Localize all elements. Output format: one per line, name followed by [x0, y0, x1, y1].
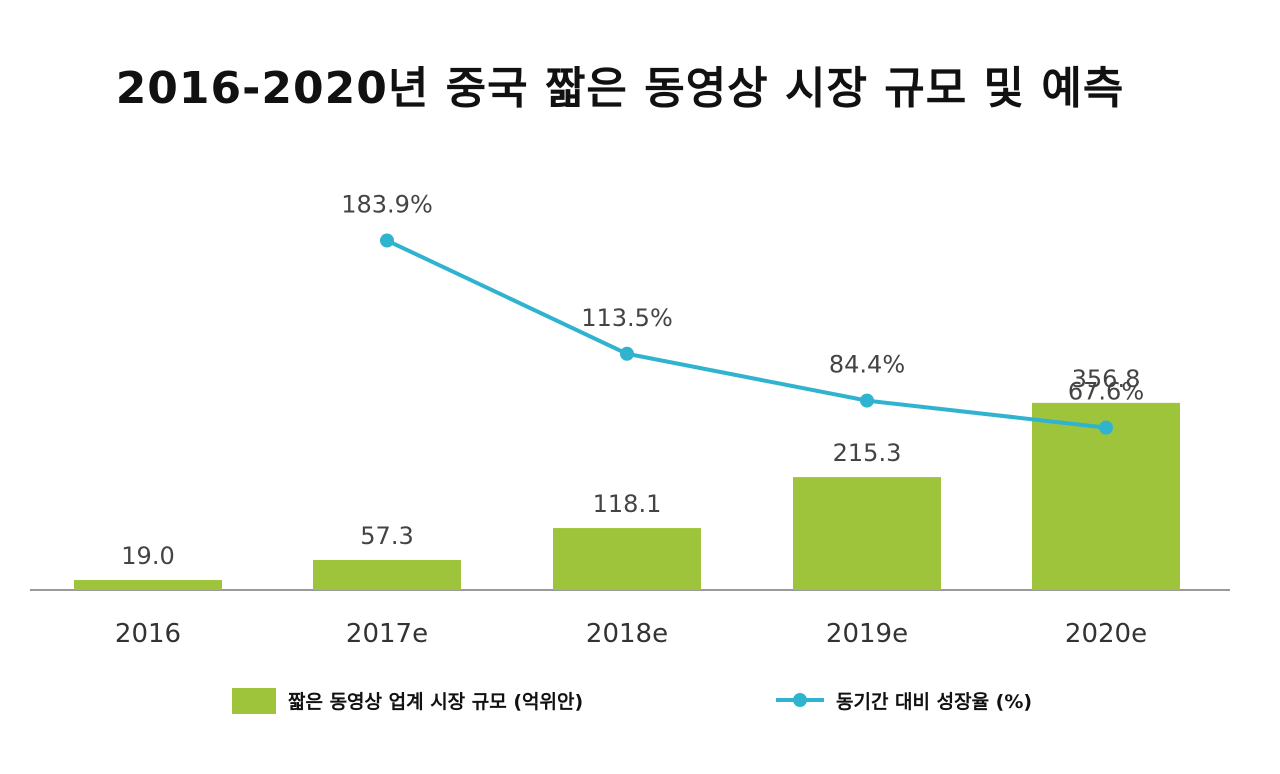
growth-value-label: 84.4%	[829, 351, 905, 379]
bar-2016	[74, 580, 222, 590]
bar-2018e	[553, 528, 701, 590]
bar-value-label: 57.3	[360, 522, 413, 550]
x-tick-label: 2019e	[826, 619, 908, 649]
bar-2017e	[313, 559, 461, 590]
legend-line-marker	[793, 693, 807, 707]
legend-bar-label: 짧은 동영상 업계 시장 규모 (억위안)	[288, 691, 583, 713]
bar-2019e	[793, 477, 941, 590]
growth-line	[386, 238, 1107, 430]
x-tick-label: 2016	[115, 619, 181, 649]
bar-value-label: 19.0	[121, 542, 174, 570]
bar-value-label: 215.3	[833, 439, 902, 467]
growth-value-label: 67.6%	[1068, 378, 1144, 406]
growth-point	[380, 233, 394, 248]
x-tick-label: 2018e	[586, 619, 668, 649]
growth-point	[860, 393, 874, 408]
legend-line-label: 동기간 대비 성장율 (%)	[836, 691, 1032, 713]
x-tick-label: 2017e	[346, 619, 428, 649]
chart-title: 2016-2020년 중국 짧은 동영상 시장 규모 및 예측	[115, 63, 1125, 114]
growth-value-label: 183.9%	[341, 191, 433, 219]
legend-bar-swatch	[232, 688, 276, 714]
growth-value-label: 113.5%	[581, 304, 673, 332]
x-tick-label: 2020e	[1065, 619, 1147, 649]
bar-value-label: 356.8	[1072, 365, 1141, 393]
bar-value-label: 118.1	[593, 490, 662, 518]
growth-point	[620, 346, 634, 361]
growth-point	[1099, 420, 1113, 435]
